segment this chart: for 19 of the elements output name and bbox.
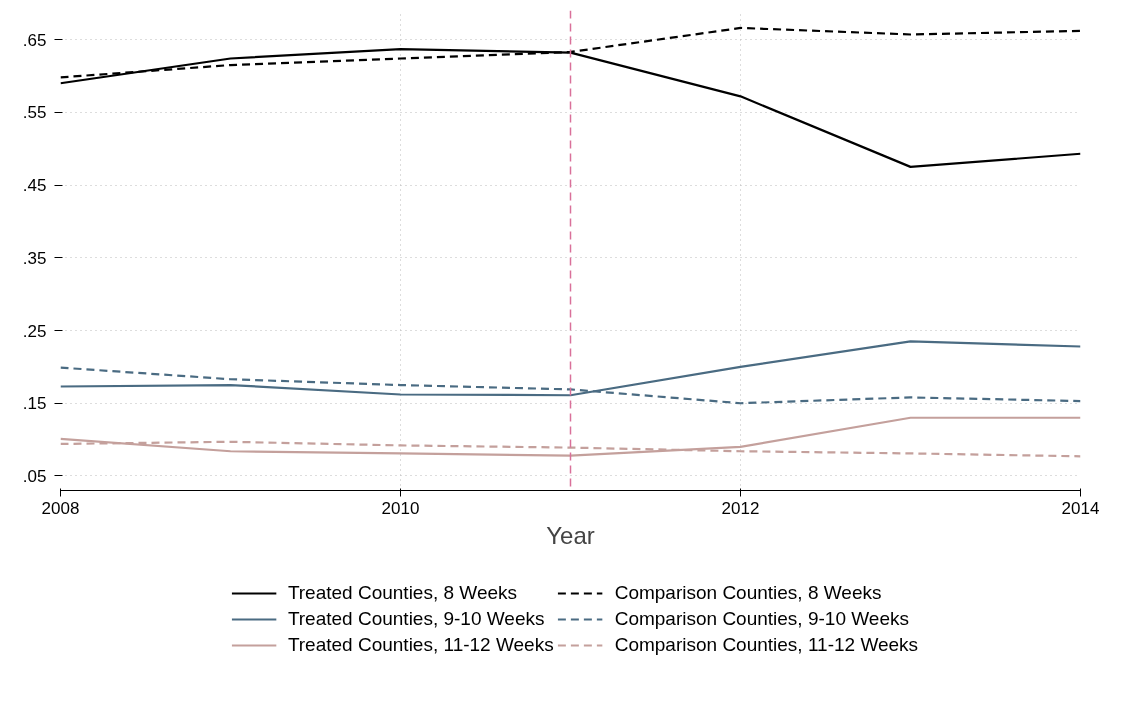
legend-label: Treated Counties, 9-10 Weeks	[287, 607, 545, 630]
y-tick-label: .25	[22, 321, 47, 341]
x-axis-title: Year	[546, 521, 595, 549]
legend-label: Comparison Counties, 8 Weeks	[614, 581, 882, 604]
x-tick-label: 2014	[1061, 498, 1100, 518]
y-tick-label: .65	[22, 30, 47, 50]
y-tick-label: .05	[22, 466, 47, 486]
y-tick-label: .35	[22, 248, 47, 268]
x-tick-label: 2008	[41, 498, 80, 518]
x-tick-label: 2012	[721, 498, 760, 518]
legend-label: Comparison Counties, 11-12 Weeks	[614, 633, 919, 656]
legend-label: Comparison Counties, 9-10 Weeks	[614, 607, 909, 630]
line-series	[60, 416, 1081, 457]
legend-label: Treated Counties, 11-12 Weeks	[287, 633, 554, 656]
legend-label: Treated Counties, 8 Weeks	[287, 581, 518, 604]
y-tick-label: .55	[22, 103, 47, 123]
y-tick-label: .45	[22, 176, 47, 196]
x-tick-label: 2010	[381, 498, 420, 518]
y-tick-label: .15	[22, 394, 47, 414]
